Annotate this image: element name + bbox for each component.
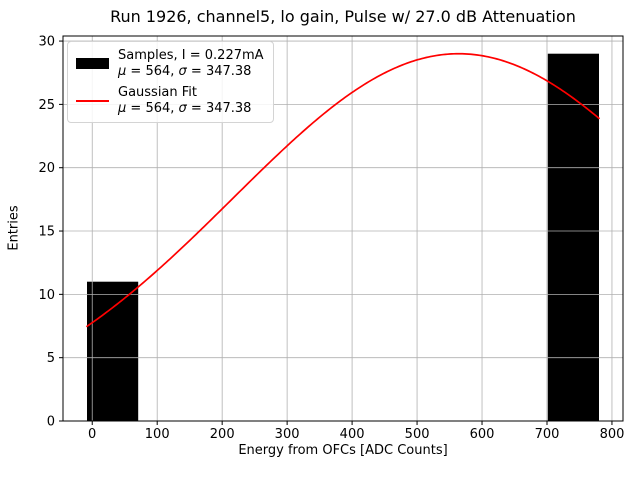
x-tick-label: 200 <box>210 427 235 442</box>
x-tick-label: 400 <box>340 427 365 442</box>
y-tick-label: 30 <box>38 35 55 50</box>
fit-swatch-box <box>76 99 109 102</box>
y-tick-label: 10 <box>38 288 55 303</box>
y-tick-label: 20 <box>38 161 55 176</box>
samples-swatch-box <box>76 58 109 69</box>
histogram-bars <box>87 53 599 421</box>
axis-tick-labels: 0 100 200 300 400 500 600 700 800 0 5 10 15 20 25 30 <box>38 35 624 442</box>
legend-fit-label: Gaussian Fit <box>118 85 198 100</box>
legend: Samples, I = 0.227mA μ = 564, σ = 347.38… <box>67 41 274 123</box>
gaussian-curve-path <box>86 52 600 328</box>
y-tick-label: 15 <box>38 225 55 240</box>
legend-entry-samples: Samples, I = 0.227mA μ = 564, σ = 347.38 <box>76 48 264 79</box>
legend-samples-text: Samples, I = 0.227mA μ = 564, σ = 347.38 <box>118 48 264 79</box>
x-tick-label: 100 <box>145 427 170 442</box>
fit-line-swatch <box>76 99 109 102</box>
y-tick-label: 25 <box>38 98 55 113</box>
legend-samples-label: Samples, I = 0.227mA <box>118 48 264 63</box>
x-tick-label: 700 <box>535 427 560 442</box>
legend-fit-stats: μ = 564, σ = 347.38 <box>118 100 252 116</box>
x-axis-label: Energy from OFCs [ADC Counts] <box>238 443 448 458</box>
x-tick-label: 300 <box>275 427 300 442</box>
x-tick-label: 600 <box>470 427 495 442</box>
samples-patch-swatch <box>76 58 109 69</box>
axis-ticks <box>59 40 613 425</box>
histogram-bar <box>547 53 599 421</box>
x-tick-label: 800 <box>600 427 625 442</box>
y-tick-label: 5 <box>47 351 55 366</box>
axes-frame <box>62 35 624 422</box>
legend-entry-gaussian-fit: Gaussian Fit μ = 564, σ = 347.38 <box>76 85 264 116</box>
legend-fit-text: Gaussian Fit μ = 564, σ = 347.38 <box>118 85 251 116</box>
x-tick-label: 500 <box>405 427 430 442</box>
gaussian-fit-curve <box>86 52 600 328</box>
chart-title: Run 1926, channel5, lo gain, Pulse w/ 27… <box>110 7 576 26</box>
y-tick-label: 0 <box>47 415 55 430</box>
y-axis-label: Entries <box>6 205 22 251</box>
x-tick-label: 0 <box>88 427 96 442</box>
gridlines <box>63 36 623 422</box>
histogram-bar <box>87 281 139 421</box>
legend-samples-stats: μ = 564, σ = 347.38 <box>118 63 252 79</box>
